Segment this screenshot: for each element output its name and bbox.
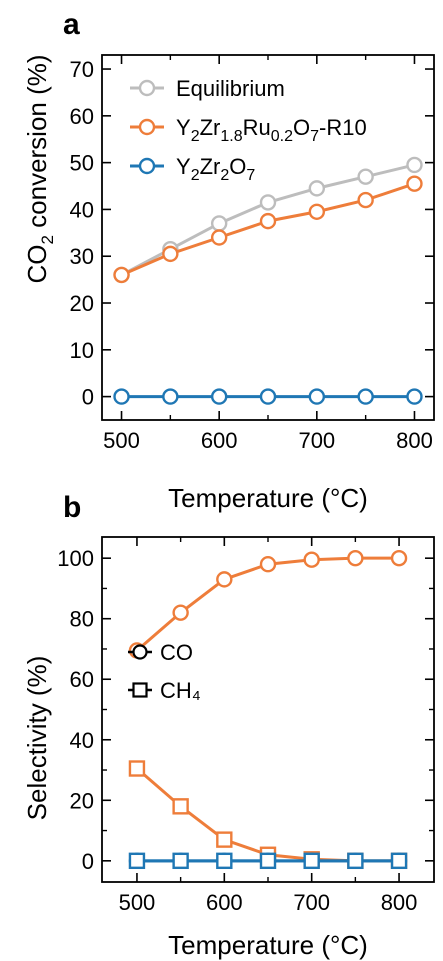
panel-b-frame xyxy=(101,536,435,883)
panel-b-xtick-label: 600 xyxy=(206,890,243,915)
panel-b-series-point xyxy=(172,604,189,621)
panel-b-series-point xyxy=(303,852,320,870)
panel-a-legend-marker xyxy=(138,118,156,136)
panel-a-series-point xyxy=(210,229,228,246)
panel-a-series-point xyxy=(113,388,130,405)
panel-a-legend-label-part: Zr xyxy=(200,154,221,179)
panel-a-legend-label-part: Y xyxy=(176,154,191,179)
panel-a-legend-label-part: 2 xyxy=(220,167,229,184)
panel-a-ytick-label: 40 xyxy=(70,197,94,222)
panel-a-ylabel-group: CO2 conversion (%) xyxy=(22,54,57,283)
panel-b-series-point xyxy=(303,551,320,568)
panel-a-legend-label-part: 2 xyxy=(191,128,200,145)
panel-a-xtick-label: 500 xyxy=(103,428,140,453)
panel-a-xlabel: Temperature (°C) xyxy=(168,483,368,513)
panel-b-xlabel: Temperature (°C) xyxy=(168,930,368,960)
panel-b-legend-label: CH₄ xyxy=(160,678,201,703)
panel-a-legend-label-part: -R10 xyxy=(319,115,367,140)
panel-a-chart: CO2 conversion (%) Temperature (°C) 500 6… xyxy=(22,54,435,513)
panel-b-series-point xyxy=(347,549,364,567)
panel-a-series-point xyxy=(357,388,374,405)
panel-b-ytick-label: 100 xyxy=(57,546,94,571)
panel-a-legend-marker xyxy=(138,157,156,175)
panel-a-series-point xyxy=(210,215,228,232)
panel-a-series-point xyxy=(308,388,326,405)
panel-a-ytick-label: 50 xyxy=(70,151,94,176)
panel-b-legend-marker xyxy=(132,682,148,698)
panel-a-legend-label-part: O xyxy=(293,115,310,140)
panel-b-series-point xyxy=(216,571,233,588)
panel-a-ytick-label: 10 xyxy=(70,338,94,363)
panel-b-series-point xyxy=(259,852,277,870)
panel-b-series-point xyxy=(216,852,233,870)
panel-a-legend-label-part: 1.8 xyxy=(220,128,242,145)
panel-a-series-point xyxy=(259,388,277,405)
panel-a-series-point xyxy=(210,388,228,405)
panel-a-series-point xyxy=(406,156,423,174)
panel-a-legend-label-part: 0.2 xyxy=(271,128,293,145)
panel-a-legend-label-part: Y xyxy=(176,115,191,140)
panel-a-legend-label-part: 7 xyxy=(310,128,319,145)
panel-a-legend-label-part: Zr xyxy=(200,115,221,140)
panel-b-series-point xyxy=(216,831,233,848)
panel-a-ytick-label: 70 xyxy=(70,57,94,82)
panel-a-xtick-label: 700 xyxy=(298,428,335,453)
panel-a-series-point xyxy=(406,388,423,405)
panel-b-ytick-label: 80 xyxy=(70,607,94,632)
panel-b-xtick-label: 800 xyxy=(381,890,418,915)
panel-a-series-point xyxy=(162,388,179,405)
panel-b-series-point xyxy=(172,852,189,870)
panel-a-legend-label-part: 7 xyxy=(246,167,255,184)
panel-a-ytick-label: 0 xyxy=(82,385,94,410)
panel-a-legend-label: Y2Zr1.8Ru0.2O7-R10 xyxy=(176,115,367,145)
panel-b-series-point xyxy=(128,852,146,870)
panel-b-series-point xyxy=(347,852,364,870)
panel-b-ylabel: Selectivity (%) xyxy=(22,656,52,821)
panel-a-ytick-label: 30 xyxy=(70,244,94,269)
panel-a-xtick-label: 600 xyxy=(201,428,238,453)
panel-a-series-point xyxy=(308,180,326,197)
panel-a-letter: a xyxy=(63,8,80,41)
panel-b-chart: Selectivity (%) Temperature (°C) 500 600 7… xyxy=(22,536,435,960)
panel-b-legend-label: CO xyxy=(160,640,193,665)
panel-b-ytick-label: 40 xyxy=(70,728,94,753)
panel-b-xtick-label: 700 xyxy=(293,890,330,915)
panel-a-ytick-label: 60 xyxy=(70,104,94,129)
panel-a-ylabel: CO2 conversion (%) xyxy=(22,54,57,283)
panel-a-legend-label: Equilibrium xyxy=(176,76,285,101)
panel-b-legend-marker xyxy=(132,644,148,660)
panel-a-legend-label-part: Ru xyxy=(243,115,271,140)
panel-a-series-point xyxy=(259,212,277,230)
panel-a-legend-label-part: 2 xyxy=(191,167,200,184)
panel-b-ytick-label: 60 xyxy=(70,667,94,692)
panel-a-legend-label-part: Equilibrium xyxy=(176,76,285,101)
panel-b-xtick-label: 500 xyxy=(119,890,156,915)
panel-a-xtick-label: 800 xyxy=(396,428,433,453)
panel-b-series-point xyxy=(128,760,146,777)
panel-a-series-point xyxy=(357,168,374,185)
panel-b-ytick-label: 20 xyxy=(70,788,94,813)
panel-b-series-point xyxy=(172,798,189,815)
panel-b-ytick-label: 0 xyxy=(82,849,94,874)
panel-a-series-point xyxy=(406,175,423,192)
panel-a-frame xyxy=(101,54,435,421)
panel-b-series-point xyxy=(390,549,408,567)
panel-b-letter: b xyxy=(63,491,81,524)
panel-a-ytick-label: 20 xyxy=(70,291,94,316)
panel-a-series-point xyxy=(259,194,277,211)
panel-a-series-point xyxy=(308,203,326,220)
panel-a-series-point xyxy=(357,191,374,209)
panel-a-series-point xyxy=(113,266,130,284)
panel-a-legend-label-part: O xyxy=(229,154,246,179)
panel-a-legend-label: Y2Zr2O7 xyxy=(176,154,255,184)
panel-a-legend-marker xyxy=(138,79,156,97)
panel-b-series-point xyxy=(259,556,277,573)
panel-b-series-point xyxy=(390,852,408,870)
panel-a-series-point xyxy=(162,245,179,263)
